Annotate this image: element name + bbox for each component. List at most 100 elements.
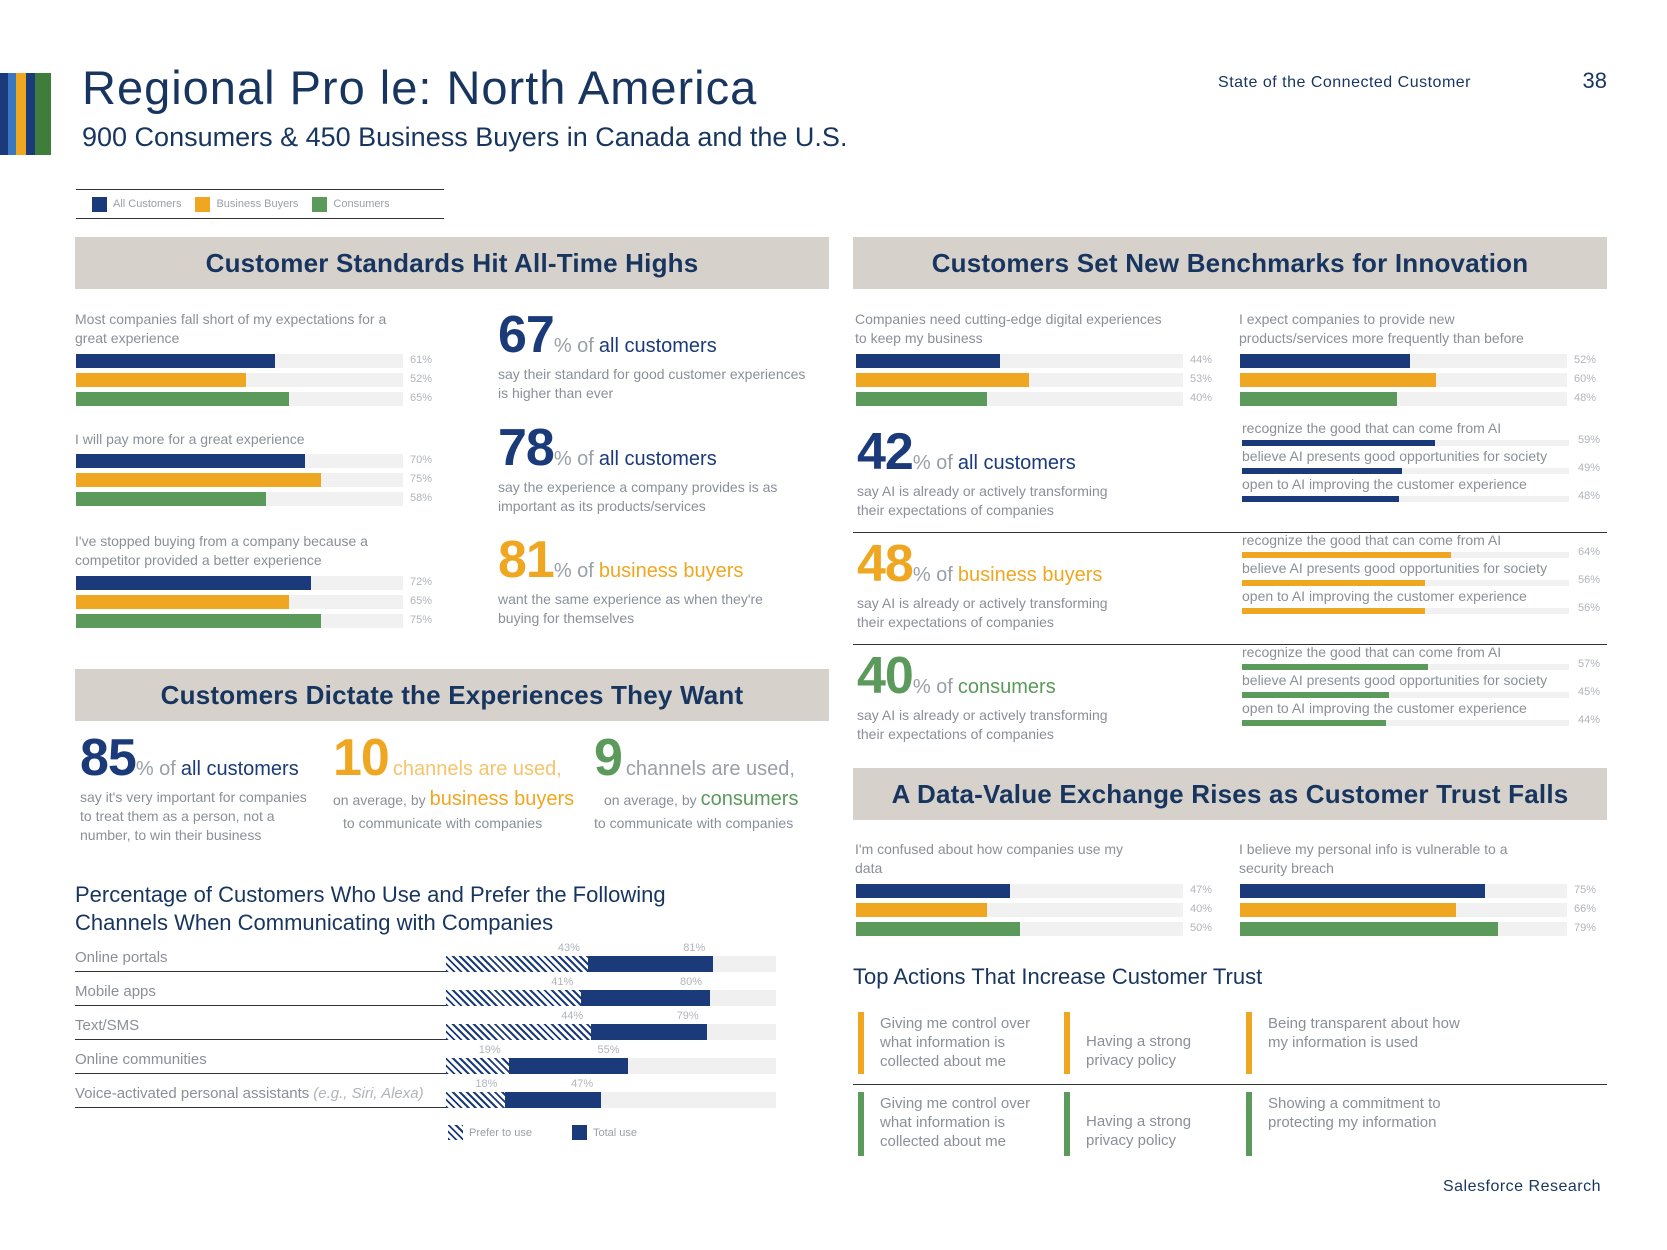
section-trust-header: A Data-Value Exchange Rises as Customer … — [853, 768, 1607, 820]
stat-prefix: on average, by — [333, 792, 426, 808]
stat-headline: 78% of all customers — [498, 418, 717, 478]
bar — [76, 454, 305, 468]
stat-description: want the same experience as when they're… — [498, 591, 763, 626]
ai-item-value: 56% — [1578, 602, 1601, 614]
legend-consumers: Consumers — [312, 196, 390, 212]
legend-total-label: Total use — [592, 1126, 638, 1139]
bar — [856, 884, 1010, 898]
ai-item-track — [1242, 664, 1569, 670]
channel-prefer-value: 41% — [551, 976, 574, 988]
ai-item-label: recognize the good that can come from AI — [1242, 420, 1502, 436]
channels-title: Percentage of Customers Who Use and Pref… — [75, 882, 666, 935]
bar-track — [1240, 373, 1567, 387]
bar — [856, 373, 1030, 387]
bar-track — [1240, 392, 1567, 406]
stat-number: 42 — [857, 423, 914, 481]
trust-action-marker — [1246, 1092, 1252, 1156]
bar — [1240, 884, 1486, 898]
bar-track — [1240, 922, 1567, 936]
ai-item-value: 57% — [1578, 658, 1601, 670]
stat-audience: all customers — [957, 452, 1076, 474]
bar — [76, 473, 322, 487]
channel-divider — [75, 1107, 447, 1108]
stat-audience: all customers — [598, 448, 717, 470]
trust-action-consumer: Showing a commitment to protecting my in… — [1268, 1095, 1441, 1131]
ai-item-track — [1242, 496, 1569, 502]
legend-prefer: Prefer to use — [448, 1125, 532, 1140]
channel-label: Mobile apps — [75, 983, 156, 1000]
stat-headline: 85% of all customers — [80, 728, 299, 788]
brand-stripe-navy2 — [26, 73, 35, 155]
bar-value-label: 70% — [410, 454, 433, 466]
footer-brand: Salesforce Research — [1442, 1178, 1601, 1195]
ai-item-track — [1242, 468, 1569, 474]
report-name: State of the Connected Customer — [1218, 74, 1471, 91]
section-innovation-header: Customers Set New Benchmarks for Innovat… — [853, 237, 1607, 289]
ai-item-label: believe AI presents good opportunities f… — [1242, 560, 1548, 576]
ai-item-bar — [1242, 552, 1452, 558]
legend-prefer-swatch — [448, 1125, 463, 1140]
page-subtitle: 900 Consumers & 450 Business Buyers in C… — [82, 122, 848, 152]
channel-prefer-bar — [446, 1092, 506, 1108]
channel-prefer-value: 43% — [557, 942, 580, 954]
stat-audience: all customers — [180, 758, 299, 780]
bar — [1240, 922, 1499, 936]
bar-value-label: 58% — [410, 492, 433, 504]
bar-group-label: Companies need cutting-edge digital expe… — [855, 311, 1162, 346]
channel-prefer-value: 19% — [478, 1044, 501, 1056]
bar-value-label: 40% — [1190, 392, 1213, 404]
ai-item-track — [1242, 580, 1569, 586]
legend-prefer-label: Prefer to use — [469, 1126, 532, 1139]
trust-action-marker — [1064, 1092, 1070, 1156]
brand-stripe-gold — [16, 73, 26, 155]
stat-number: 85 — [80, 729, 137, 787]
channel-total-value: 79% — [676, 1010, 699, 1022]
ai-item-label: believe AI presents good opportunities f… — [1242, 448, 1548, 464]
legend: All Customers Business Buyers Consumers — [76, 189, 444, 219]
section-standards-header: Customer Standards Hit All-Time Highs — [75, 237, 829, 289]
channel-total-value: 80% — [680, 976, 703, 988]
ai-item-bar — [1242, 580, 1426, 586]
channel-name: Text/SMS — [75, 1017, 140, 1034]
bar-track — [856, 373, 1183, 387]
stat-percent: % of — [912, 564, 953, 586]
bar-value-label: 40% — [1190, 903, 1213, 915]
channel-prefer-bar — [446, 956, 588, 972]
bar — [856, 354, 1000, 368]
ai-item-bar — [1242, 496, 1399, 502]
channel-divider — [75, 1039, 447, 1040]
bar — [856, 392, 987, 406]
channel-total-value: 81% — [683, 942, 706, 954]
stat-number: 10 — [333, 729, 390, 787]
trust-action-marker — [858, 1012, 864, 1074]
ai-item-track — [1242, 552, 1569, 558]
channel-label: Online portals — [75, 949, 168, 966]
bar-group-label: I've stopped buying from a company becau… — [75, 533, 368, 568]
bar-track — [76, 614, 403, 628]
legend-total: Total use — [571, 1125, 638, 1140]
stat-headline: 40% of consumers — [857, 646, 1056, 706]
bar-track — [76, 595, 403, 609]
ai-item-value: 44% — [1578, 714, 1601, 726]
bar-value-label: 60% — [1574, 373, 1597, 385]
stat-description: say their standard for good customer exp… — [498, 366, 806, 401]
bar-value-label: 75% — [410, 614, 433, 626]
channel-name: Online portals — [75, 949, 168, 966]
bar — [1240, 373, 1437, 387]
bar-track — [856, 922, 1183, 936]
stat-channels-text: channels are used, — [392, 758, 562, 780]
ai-item-value: 45% — [1578, 686, 1601, 698]
stat-number: 9 — [594, 729, 623, 787]
trust-action-marker — [858, 1092, 864, 1156]
brand-stripe-green — [35, 73, 51, 155]
ai-item-label: recognize the good that can come from AI — [1242, 644, 1502, 660]
stat-by-line: on average, by consumers — [604, 788, 798, 811]
channel-prefer-value: 44% — [561, 1010, 584, 1022]
ai-item-track — [1242, 692, 1569, 698]
ai-item-bar — [1242, 468, 1403, 474]
bar-value-label: 52% — [410, 373, 433, 385]
stat-number: 48 — [857, 535, 914, 593]
stat-description: to communicate with companies — [343, 815, 543, 831]
ai-item-label: open to AI improving the customer experi… — [1242, 476, 1527, 492]
stat-audience: business buyers — [429, 788, 575, 810]
